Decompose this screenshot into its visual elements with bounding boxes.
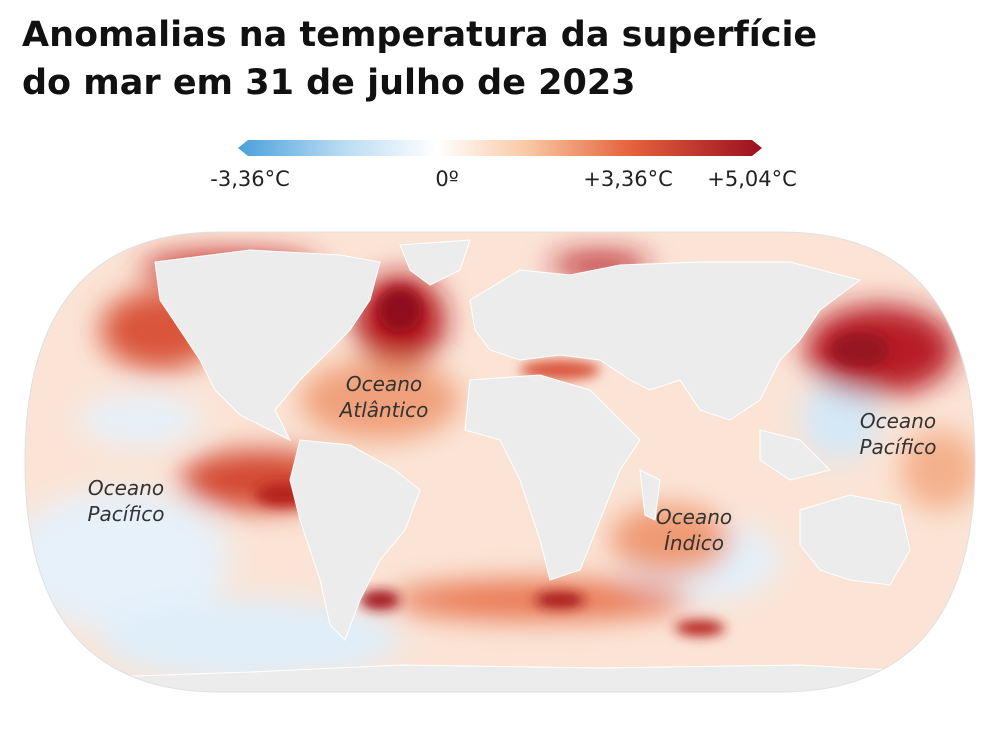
color-legend: -3,36°C 0º +3,36°C +5,04°C bbox=[210, 140, 797, 191]
map-outline bbox=[24, 231, 976, 693]
ocean-labels: Oceano Atlântico Oceano Pacífico Oceano … bbox=[87, 372, 936, 555]
ocean-label: Oceano bbox=[346, 372, 422, 396]
legend-label: +5,04°C bbox=[707, 167, 797, 191]
land bbox=[25, 239, 975, 692]
ocean-label: Índico bbox=[664, 531, 724, 555]
title-line: do mar em 31 de julho de 2023 bbox=[22, 63, 636, 103]
legend-label: -3,36°C bbox=[210, 167, 290, 191]
ocean-label: Oceano bbox=[860, 409, 936, 433]
ocean-label: Oceano bbox=[88, 476, 164, 500]
anomaly-field bbox=[25, 252, 975, 680]
color-bar bbox=[238, 140, 762, 156]
ocean-label: Pacífico bbox=[859, 435, 936, 459]
ocean-label: Oceano bbox=[656, 505, 732, 529]
title-line: Anomalias na temperatura da superfície bbox=[22, 15, 817, 55]
map bbox=[25, 232, 975, 692]
ocean-label: Pacífico bbox=[87, 502, 164, 526]
ocean-label: Atlântico bbox=[338, 398, 429, 422]
legend-label: 0º bbox=[435, 167, 458, 191]
legend-label: +3,36°C bbox=[583, 167, 673, 191]
